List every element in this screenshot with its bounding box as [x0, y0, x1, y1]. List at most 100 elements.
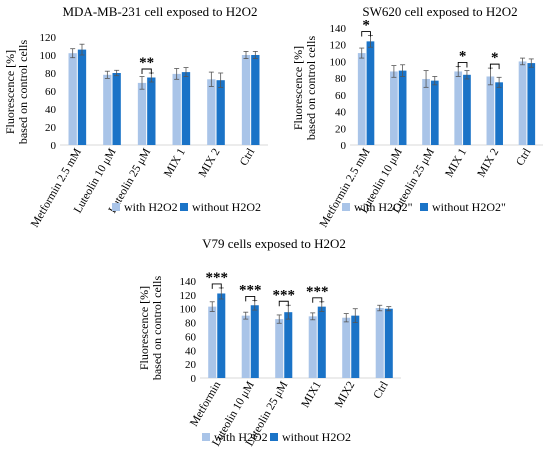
y-tick-label: 60: [45, 86, 57, 98]
category-label: MIX2: [333, 379, 358, 410]
bar: [518, 61, 527, 145]
y-tick-label: 140: [180, 276, 197, 288]
significance-bracket: [245, 295, 256, 302]
legend-swatch: [112, 203, 120, 211]
bar: [77, 49, 87, 145]
chart-1: MDA-MB-231 cell exposed to H2O2 Fluoresce…: [3, 4, 268, 230]
legend-swatch: [180, 203, 188, 211]
legend-entry: with H2O2: [124, 200, 178, 214]
bar: [251, 55, 260, 145]
error-bar: [209, 301, 215, 312]
y-tick-label: 60: [335, 90, 347, 102]
category-label: MIX 2: [475, 146, 501, 179]
bar: [463, 74, 471, 145]
y-tick-label: 0: [341, 140, 347, 152]
y-tick-label: 140: [330, 23, 347, 35]
error-bar: [400, 64, 406, 77]
category-label: Metformin: [188, 379, 223, 428]
category-label: MIX1: [299, 379, 324, 410]
y-axis-label-line: Fluorescence [%]: [137, 286, 151, 370]
y-tick-label: 20: [335, 123, 347, 135]
error-bar: [276, 314, 282, 324]
bar: [216, 80, 225, 145]
legend-entry: with H2O2: [214, 430, 268, 444]
chart-title: MDA-MB-231 cell exposed to H2O2: [63, 4, 258, 19]
bar: [357, 53, 366, 146]
error-bar: [352, 308, 358, 323]
bar: [284, 312, 293, 378]
significance-label: ***: [306, 284, 329, 300]
error-bar: [386, 306, 392, 312]
error-bar: [423, 70, 429, 88]
chart-2: SW620 cell exposed to H2O2 Fluorescence […: [291, 4, 543, 230]
bar: [366, 41, 375, 145]
error-bar: [496, 76, 502, 88]
bar: [430, 80, 439, 145]
significance-bracket: [361, 31, 371, 37]
significance-bracket: [278, 300, 289, 307]
error-bar: [391, 65, 397, 78]
y-tick-label: 0: [191, 373, 197, 385]
bar: [275, 319, 284, 378]
y-tick-label: 40: [45, 104, 57, 116]
significance-label: ***: [206, 270, 229, 286]
category-label: MIX 2: [197, 146, 223, 179]
y-tick-label: 120: [180, 290, 197, 302]
bar: [454, 71, 463, 145]
significance-label: **: [139, 55, 154, 71]
bar: [390, 71, 398, 145]
bar: [527, 63, 536, 145]
y-tick-label: 80: [45, 68, 57, 80]
category-label: MIX 1: [162, 146, 188, 179]
legend-swatch: [202, 433, 210, 441]
bar: [147, 77, 156, 145]
legend-swatch: [342, 203, 350, 211]
y-tick-label: 40: [335, 107, 347, 119]
bar: [241, 315, 250, 378]
bar: [181, 72, 191, 145]
category-label: Ctrl: [372, 380, 391, 401]
y-tick-label: 20: [185, 359, 197, 371]
y-axis-label-line: based on control cells: [304, 36, 318, 141]
error-bar: [174, 68, 180, 80]
y-tick-label: 80: [185, 318, 197, 330]
bar: [112, 73, 121, 145]
y-tick-label: 80: [335, 73, 347, 85]
y-axis-label: Fluorescence [%]based on control cells: [137, 276, 164, 381]
legend: with H2O2 without H2O2: [112, 200, 261, 214]
significance-label: ***: [273, 287, 296, 303]
significance-bracket: [457, 61, 468, 68]
y-axis-label-line: Fluorescence [%]: [3, 50, 17, 134]
y-axis-label-line: based on control cells: [16, 40, 30, 145]
legend-entry: without H2O2": [432, 200, 506, 214]
error-bar: [464, 70, 470, 80]
bar: [308, 316, 317, 378]
y-axis-label-line: based on control cells: [150, 276, 164, 381]
bar: [103, 74, 112, 145]
error-bar: [359, 47, 365, 59]
bar: [68, 53, 77, 146]
chart-title: V79 cells exposed to H2O2: [202, 236, 346, 251]
bar: [495, 82, 503, 145]
legend: with H2O2 without H2O2: [202, 430, 351, 444]
legend-swatch: [270, 433, 278, 441]
y-axis-label-line: Fluorescence [%]: [291, 46, 305, 130]
bar: [342, 317, 351, 378]
bar: [241, 55, 251, 145]
category-label: Ctrl: [238, 147, 257, 168]
y-tick-label: 0: [51, 140, 57, 152]
bar: [207, 79, 216, 145]
significance-label: *: [459, 48, 467, 64]
legend-entry: without H2O2: [192, 200, 261, 214]
bar: [486, 76, 495, 145]
legend-entry: without H2O2: [282, 430, 351, 444]
legend-entry: with H2O2": [354, 200, 413, 214]
error-bar: [520, 57, 526, 66]
bar: [384, 308, 393, 378]
error-bar: [208, 71, 214, 87]
error-bar: [243, 311, 249, 320]
error-bar: [70, 48, 76, 59]
y-tick-label: 60: [185, 331, 197, 343]
category-label: MIX 1: [443, 146, 469, 179]
y-tick-label: 100: [180, 304, 197, 316]
